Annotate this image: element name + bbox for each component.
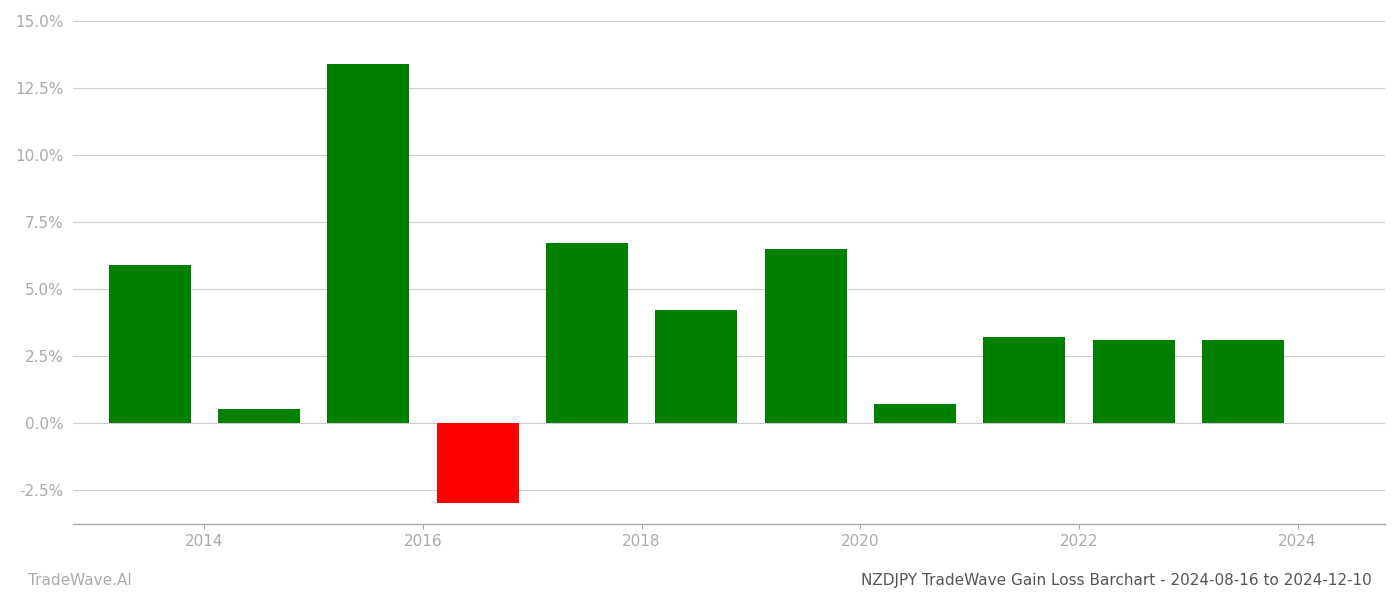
Bar — [328, 64, 409, 422]
Bar — [109, 265, 190, 422]
Bar — [874, 404, 956, 422]
Bar — [764, 249, 847, 422]
Bar — [437, 422, 518, 503]
Bar — [546, 244, 629, 422]
Bar — [655, 310, 738, 422]
Bar — [983, 337, 1065, 422]
Bar — [1201, 340, 1284, 422]
Bar — [218, 409, 300, 422]
Bar — [1092, 340, 1175, 422]
Text: TradeWave.AI: TradeWave.AI — [28, 573, 132, 588]
Text: NZDJPY TradeWave Gain Loss Barchart - 2024-08-16 to 2024-12-10: NZDJPY TradeWave Gain Loss Barchart - 20… — [861, 573, 1372, 588]
